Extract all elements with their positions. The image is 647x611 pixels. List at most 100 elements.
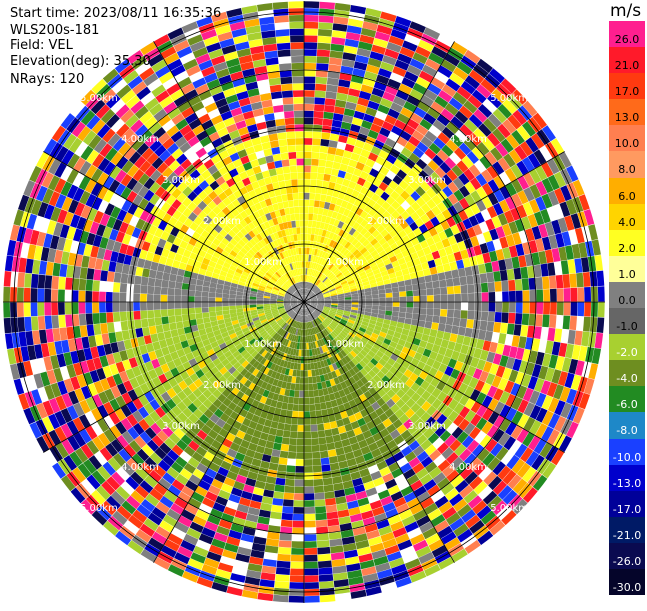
range-gate [454,310,461,318]
range-gate [58,277,65,290]
range-gate [157,332,165,341]
range-gate [161,317,169,325]
range-gate [270,512,282,520]
range-gate [345,300,352,302]
range-gate [24,288,31,302]
range-gate [297,439,304,446]
range-gate [236,295,243,299]
range-gate [304,446,312,453]
range-gate [113,292,120,302]
range-gate [65,302,72,314]
range-gate [164,265,172,274]
range-gate [148,278,156,287]
range-gate [399,286,406,292]
range-gate [556,315,564,329]
range-gate [142,327,150,336]
range-gate [133,302,140,311]
range-gate [297,363,301,370]
range-gate [386,297,393,302]
range-gate [320,595,336,603]
range-gate [304,459,312,466]
range-gate [202,286,209,292]
range-gate [229,302,236,306]
range-gate [550,289,557,302]
range-gate [320,194,326,201]
range-gate [161,280,168,288]
range-gate [314,397,320,404]
range-gate [52,315,60,328]
range-gate [17,317,25,332]
range-gate [44,302,51,315]
range-gate [304,425,311,432]
range-gate [334,106,345,114]
range-gate [467,311,474,320]
range-gate [326,505,337,513]
range-gate [308,377,312,384]
range-gate [289,596,304,603]
range-gate [314,104,324,111]
range-gate [155,317,163,325]
range-gate [304,193,310,200]
range-gate [324,491,335,499]
range-gate [311,431,318,438]
range-gate [434,295,441,302]
range-gate [318,554,332,562]
range-gate [557,302,564,315]
range-gate [291,418,298,425]
range-gate [449,261,457,270]
range-gate [326,436,334,444]
range-gate [45,275,53,289]
range-gate [399,307,406,313]
range-gate [276,429,284,437]
range-gate [53,263,61,277]
range-gate [326,91,337,99]
range-gate [291,562,305,569]
range-gate [392,311,399,317]
range-gate [332,559,346,567]
range-gate [313,118,323,125]
range-gate [273,595,289,603]
range-gate [202,297,209,302]
range-gate [298,411,304,418]
range-gate [162,324,170,332]
range-gate [564,302,571,316]
range-gate [135,267,143,277]
range-gate [309,193,315,200]
range-gate [287,459,296,466]
range-gate [100,323,108,334]
range-gate [115,331,123,342]
range-gate [115,263,123,274]
range-gate [304,500,314,507]
range-gate [283,499,294,506]
range-gate [393,307,400,312]
range-gate [304,49,317,56]
range-gate [308,370,312,377]
range-gate [328,449,337,457]
range-gate [316,180,323,187]
range-gate [102,260,110,271]
range-gate [175,289,182,296]
range-gate [304,104,314,111]
range-gate [304,227,308,234]
range-gate [365,295,372,299]
range-gate [209,297,216,302]
range-gate [433,288,440,295]
range-gate [44,289,51,302]
range-gate [554,261,562,275]
range-gate [304,507,315,514]
range-gate [318,36,332,44]
range-gate [547,263,555,276]
range-gate [295,466,304,473]
range-gate [66,265,74,278]
range-gate [467,284,474,293]
range-gate [325,429,333,437]
range-gate [264,447,273,455]
range-gate [140,294,147,302]
range-gate [514,324,522,336]
range-gate [134,311,141,320]
range-gate [72,290,79,302]
range-gate [385,311,392,316]
range-gate [196,280,203,286]
range-gate [495,302,502,312]
range-gate [569,273,577,287]
